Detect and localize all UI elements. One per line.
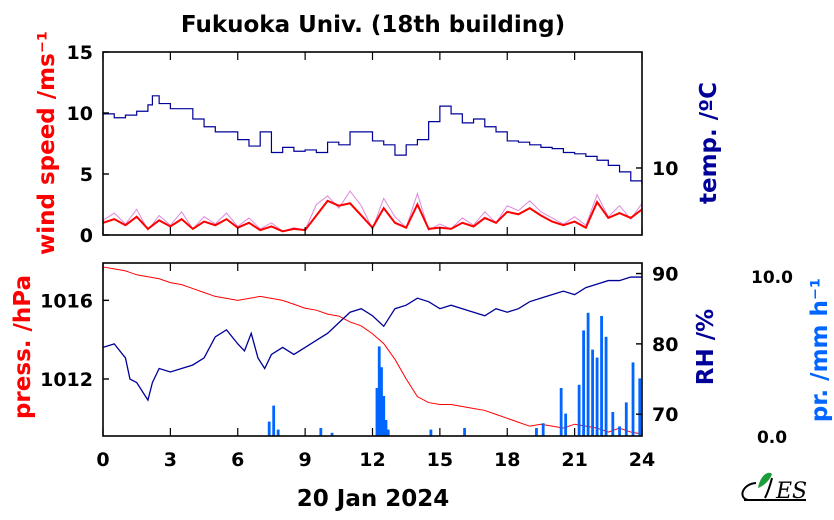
precipitation-bar [382,396,386,436]
precipitation-bar [384,420,388,436]
press-rh-precip-panel: 1012 1016 70 80 90 press. /hPa RH /% pr. /mm… [10,262,833,448]
rh-tick-label: 80 [652,334,678,356]
wind-temp-panel: 0 5 10 15 10 wind speed /ms⁻¹ temp. /ºC [34,31,722,255]
wind-temp-axes: 0 5 10 15 10 [67,42,679,247]
press-rh-axes: 1012 1016 70 80 90 [40,263,678,436]
precip-tick-label: 0.0 [757,428,787,448]
precipitation-bar [577,384,581,436]
precipitation-bar [600,316,603,436]
precip-scale: 0.0 10.0 [751,268,793,448]
x-tick-label: 9 [299,449,312,471]
x-tick-label: 6 [231,449,244,471]
precipitation-bar [638,378,642,436]
svg-text:ES: ES [775,479,807,504]
precipitation-bar [386,429,390,436]
precipitation-bar [586,312,590,436]
precipitation-bar [631,362,635,436]
precipitation-bar [611,412,615,436]
precipitation-bar [595,357,599,436]
precipitation-bar [319,428,323,436]
nes-logo: ES [741,472,807,504]
x-tick-label: 18 [494,449,520,471]
precipitation-bar [624,402,628,436]
x-tick-label: 3 [164,449,177,471]
x-tick-label: 0 [96,449,109,471]
chart-title: Fukuoka Univ. (18th building) [181,12,565,38]
rh-tick-label: 90 [652,264,678,286]
precipitation-bar [380,367,383,436]
wind-speed-tick-label: 10 [67,103,93,125]
precipitation-bar [618,426,621,436]
rh-tick-label: 70 [652,404,678,426]
date-label: 20 Jan 2024 [297,486,450,512]
x-tick-label: 24 [629,449,655,471]
wind-temp-plot-frame [102,51,643,236]
precipitation-bar [559,388,563,436]
precipitation-bar [591,349,594,436]
precipitation-bar [541,423,545,436]
pressure-tick-label: 1016 [40,290,93,312]
precipitation-bar [604,336,608,436]
pressure-line [102,266,643,435]
precipitation-bar [375,388,379,436]
temperature-tick-label: 10 [652,158,678,180]
precipitation-bar [535,428,538,436]
x-tick-label: 21 [561,449,587,471]
rh-line [102,276,642,402]
wind-speed-tick-label: 0 [80,225,93,247]
wind-speed-tick-label: 15 [67,42,93,64]
x-axis-tick-labels: 0 3 6 9 12 15 18 21 24 [96,449,655,471]
wind-temp-traces [102,95,643,233]
precipitation-bar [267,421,271,436]
x-tick-label: 15 [427,449,453,471]
precipitation-bar [582,330,586,436]
precipitation-bar [429,429,433,436]
x-tick-label: 12 [359,449,385,471]
precip-tick-label: 10.0 [751,268,793,288]
precipitation-bar [330,432,334,436]
wind-speed-tick-label: 5 [80,164,93,186]
pressure-tick-label: 1012 [40,369,93,391]
temperature-axis-label: temp. /ºC [696,82,722,204]
precipitation-bar [564,413,568,436]
precipitation-bar [463,428,466,436]
precipitation-bar [377,346,381,436]
pressure-axis-label: press. /hPa [10,275,36,419]
temperature-line [103,95,643,185]
precipitation-bar [272,405,276,436]
rh-axis-label: RH /% [693,309,719,385]
wind-speed-axis-label: wind speed /ms⁻¹ [34,31,60,255]
precipitation-bar [276,429,280,436]
precip-axis-label: pr. /mm h⁻¹ [807,278,833,422]
press-rh-precip-traces [102,266,643,436]
